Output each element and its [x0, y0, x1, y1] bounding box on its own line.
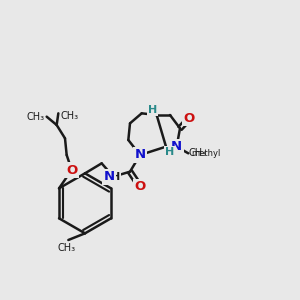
Text: H: H	[165, 147, 175, 157]
Text: N: N	[104, 170, 115, 183]
Text: H: H	[148, 105, 157, 115]
Text: CH₃: CH₃	[60, 111, 79, 121]
Text: O: O	[184, 112, 195, 125]
Text: H: H	[111, 172, 120, 182]
Text: N: N	[171, 140, 182, 153]
Text: CH₃: CH₃	[57, 243, 75, 253]
Text: methyl: methyl	[191, 149, 221, 158]
Text: O: O	[66, 164, 77, 176]
Text: O: O	[134, 180, 146, 193]
Text: N: N	[134, 148, 146, 161]
Text: CH₃: CH₃	[26, 112, 45, 122]
Text: CH₃: CH₃	[188, 148, 206, 158]
